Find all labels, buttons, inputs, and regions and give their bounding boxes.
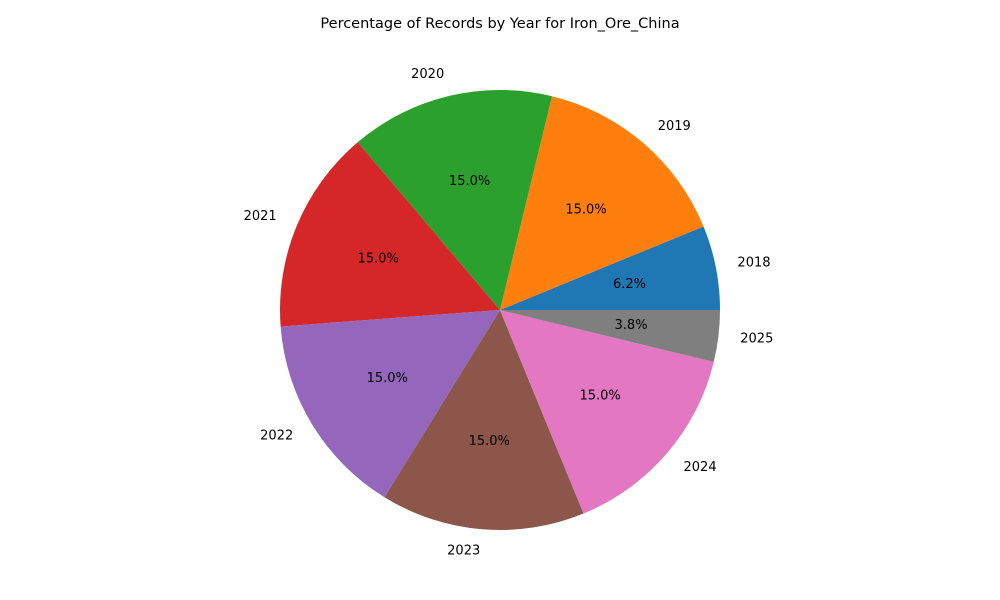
category-label-2018: 2018 [737, 256, 770, 271]
pie-slice-2025 [500, 310, 720, 363]
pie-slice-2018 [500, 226, 720, 310]
category-label-2020: 2020 [411, 67, 444, 82]
category-label-2019: 2019 [658, 119, 691, 134]
percent-label-2024: 15.0% [579, 389, 620, 404]
pie-slice-2020 [357, 89, 553, 310]
chart-title: Percentage of Records by Year for Iron_O… [320, 16, 679, 32]
percent-label-2020: 15.0% [449, 174, 490, 189]
category-label-2023: 2023 [447, 544, 480, 559]
pie-slice-2024 [500, 310, 714, 514]
category-label-2021: 2021 [244, 209, 277, 224]
category-label-2025: 2025 [740, 331, 773, 346]
category-labels: 2018 2019 2020 2021 2022 2023 2024 2025 [244, 67, 774, 559]
pie-slices [280, 89, 720, 530]
percent-labels: 6.2% 15.0% 15.0% 15.0% 15.0% 15.0% 15.0% 3.8% [358, 174, 648, 449]
pie-slice-2022 [280, 310, 500, 498]
pie-slice-2023 [384, 310, 584, 530]
pie-slice-2019 [500, 96, 704, 310]
pie-slice-2021 [280, 142, 500, 327]
percent-label-2019: 15.0% [565, 202, 606, 217]
percent-label-2025: 3.8% [615, 318, 648, 333]
percent-label-2018: 6.2% [613, 277, 646, 292]
percent-label-2021: 15.0% [358, 252, 399, 267]
category-label-2024: 2024 [684, 460, 717, 475]
percent-label-2023: 15.0% [469, 434, 510, 449]
percent-label-2022: 15.0% [367, 371, 408, 386]
category-label-2022: 2022 [260, 428, 293, 443]
